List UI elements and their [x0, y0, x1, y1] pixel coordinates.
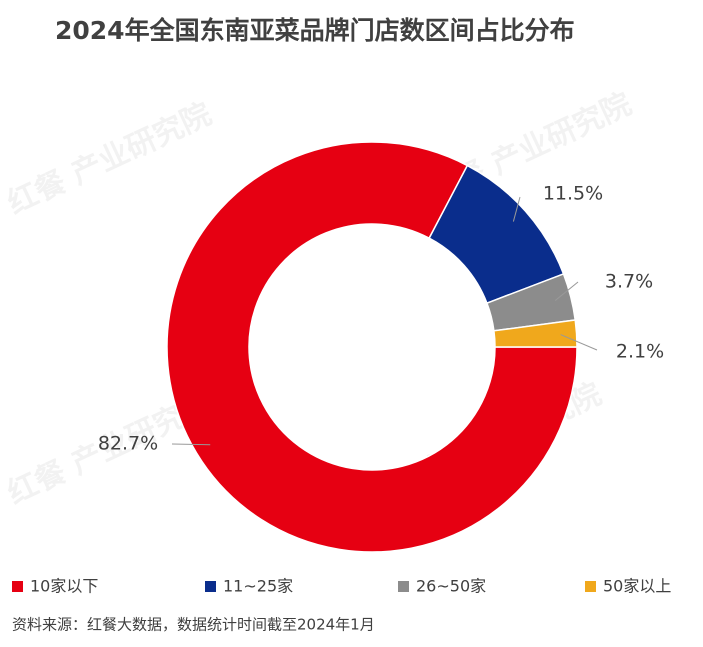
- leader-line: [512, 196, 521, 222]
- leader-line: [560, 334, 598, 351]
- legend-swatch: [585, 581, 596, 592]
- legend-label: 10家以下: [30, 577, 98, 596]
- data-label: 11.5%: [543, 183, 603, 205]
- legend-label: 26~50家: [416, 577, 486, 596]
- leader-line: [554, 281, 579, 301]
- leader-line: [171, 443, 211, 446]
- data-label: 3.7%: [605, 271, 653, 293]
- legend-label: 50家以上: [603, 577, 671, 596]
- legend-swatch: [398, 581, 409, 592]
- legend-swatch: [12, 581, 23, 592]
- chart-title: 2024年全国东南亚菜品牌门店数区间占比分布: [55, 16, 575, 45]
- source-note: 资料来源：红餐大数据，数据统计时间截至2024年1月: [12, 616, 375, 634]
- legend: 10家以下 11~25家 26~50家 50家以上: [12, 577, 671, 596]
- data-label: 2.1%: [616, 341, 664, 363]
- legend-swatch: [205, 581, 216, 592]
- legend-label: 11~25家: [223, 577, 293, 596]
- donut: 82.7% 11.5% 3.7% 2.1%: [98, 141, 664, 553]
- slice: [166, 141, 578, 553]
- slice: [493, 319, 578, 348]
- data-label: 82.7%: [98, 433, 158, 455]
